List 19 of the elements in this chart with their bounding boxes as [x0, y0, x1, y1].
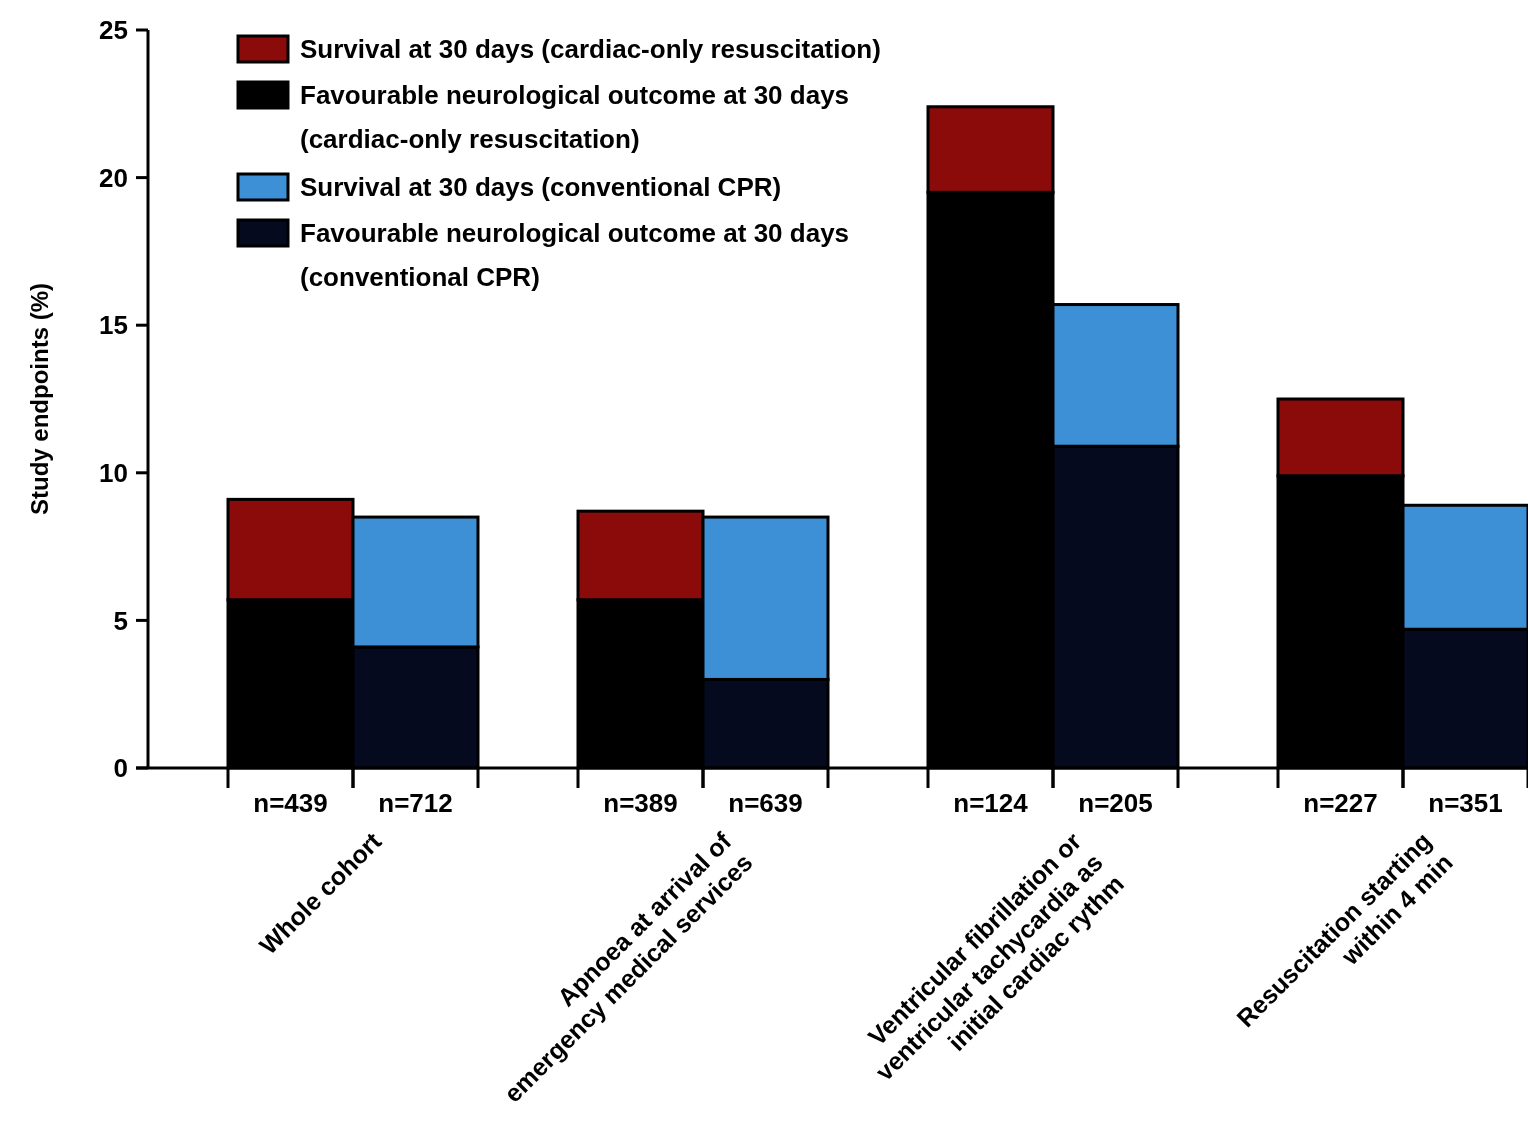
- legend-label: Favourable neurological outcome at 30 days (cardiac-only resuscitation): [300, 80, 850, 155]
- x-tick-label: n=205: [1078, 788, 1153, 818]
- legend-label: Survival at 30 days (conventional CPR): [300, 172, 782, 203]
- x-tick-label: n=712: [378, 788, 453, 818]
- y-tick-label: 5: [113, 605, 128, 636]
- x-tick-label: n=389: [603, 788, 678, 818]
- x-tick-label: n=439: [253, 788, 328, 818]
- legend-label: Favourable neurological outcome at 30 days (conventional CPR): [300, 218, 850, 293]
- x-tick-label: n=639: [728, 788, 803, 818]
- x-tick-label: n=227: [1303, 788, 1378, 818]
- x-tick-label: n=124: [953, 788, 1029, 818]
- y-tick-label: 25: [99, 15, 128, 46]
- legend-label: Survival at 30 days (cardiac-only resuscitation): [300, 34, 881, 65]
- y-tick-label: 15: [99, 310, 128, 341]
- y-tick-label: 20: [99, 162, 128, 193]
- y-axis-title: Study endpoints (%): [26, 283, 53, 515]
- y-tick-label: 0: [113, 753, 128, 784]
- x-tick-label: n=351: [1428, 788, 1503, 818]
- y-tick-label: 10: [99, 457, 128, 488]
